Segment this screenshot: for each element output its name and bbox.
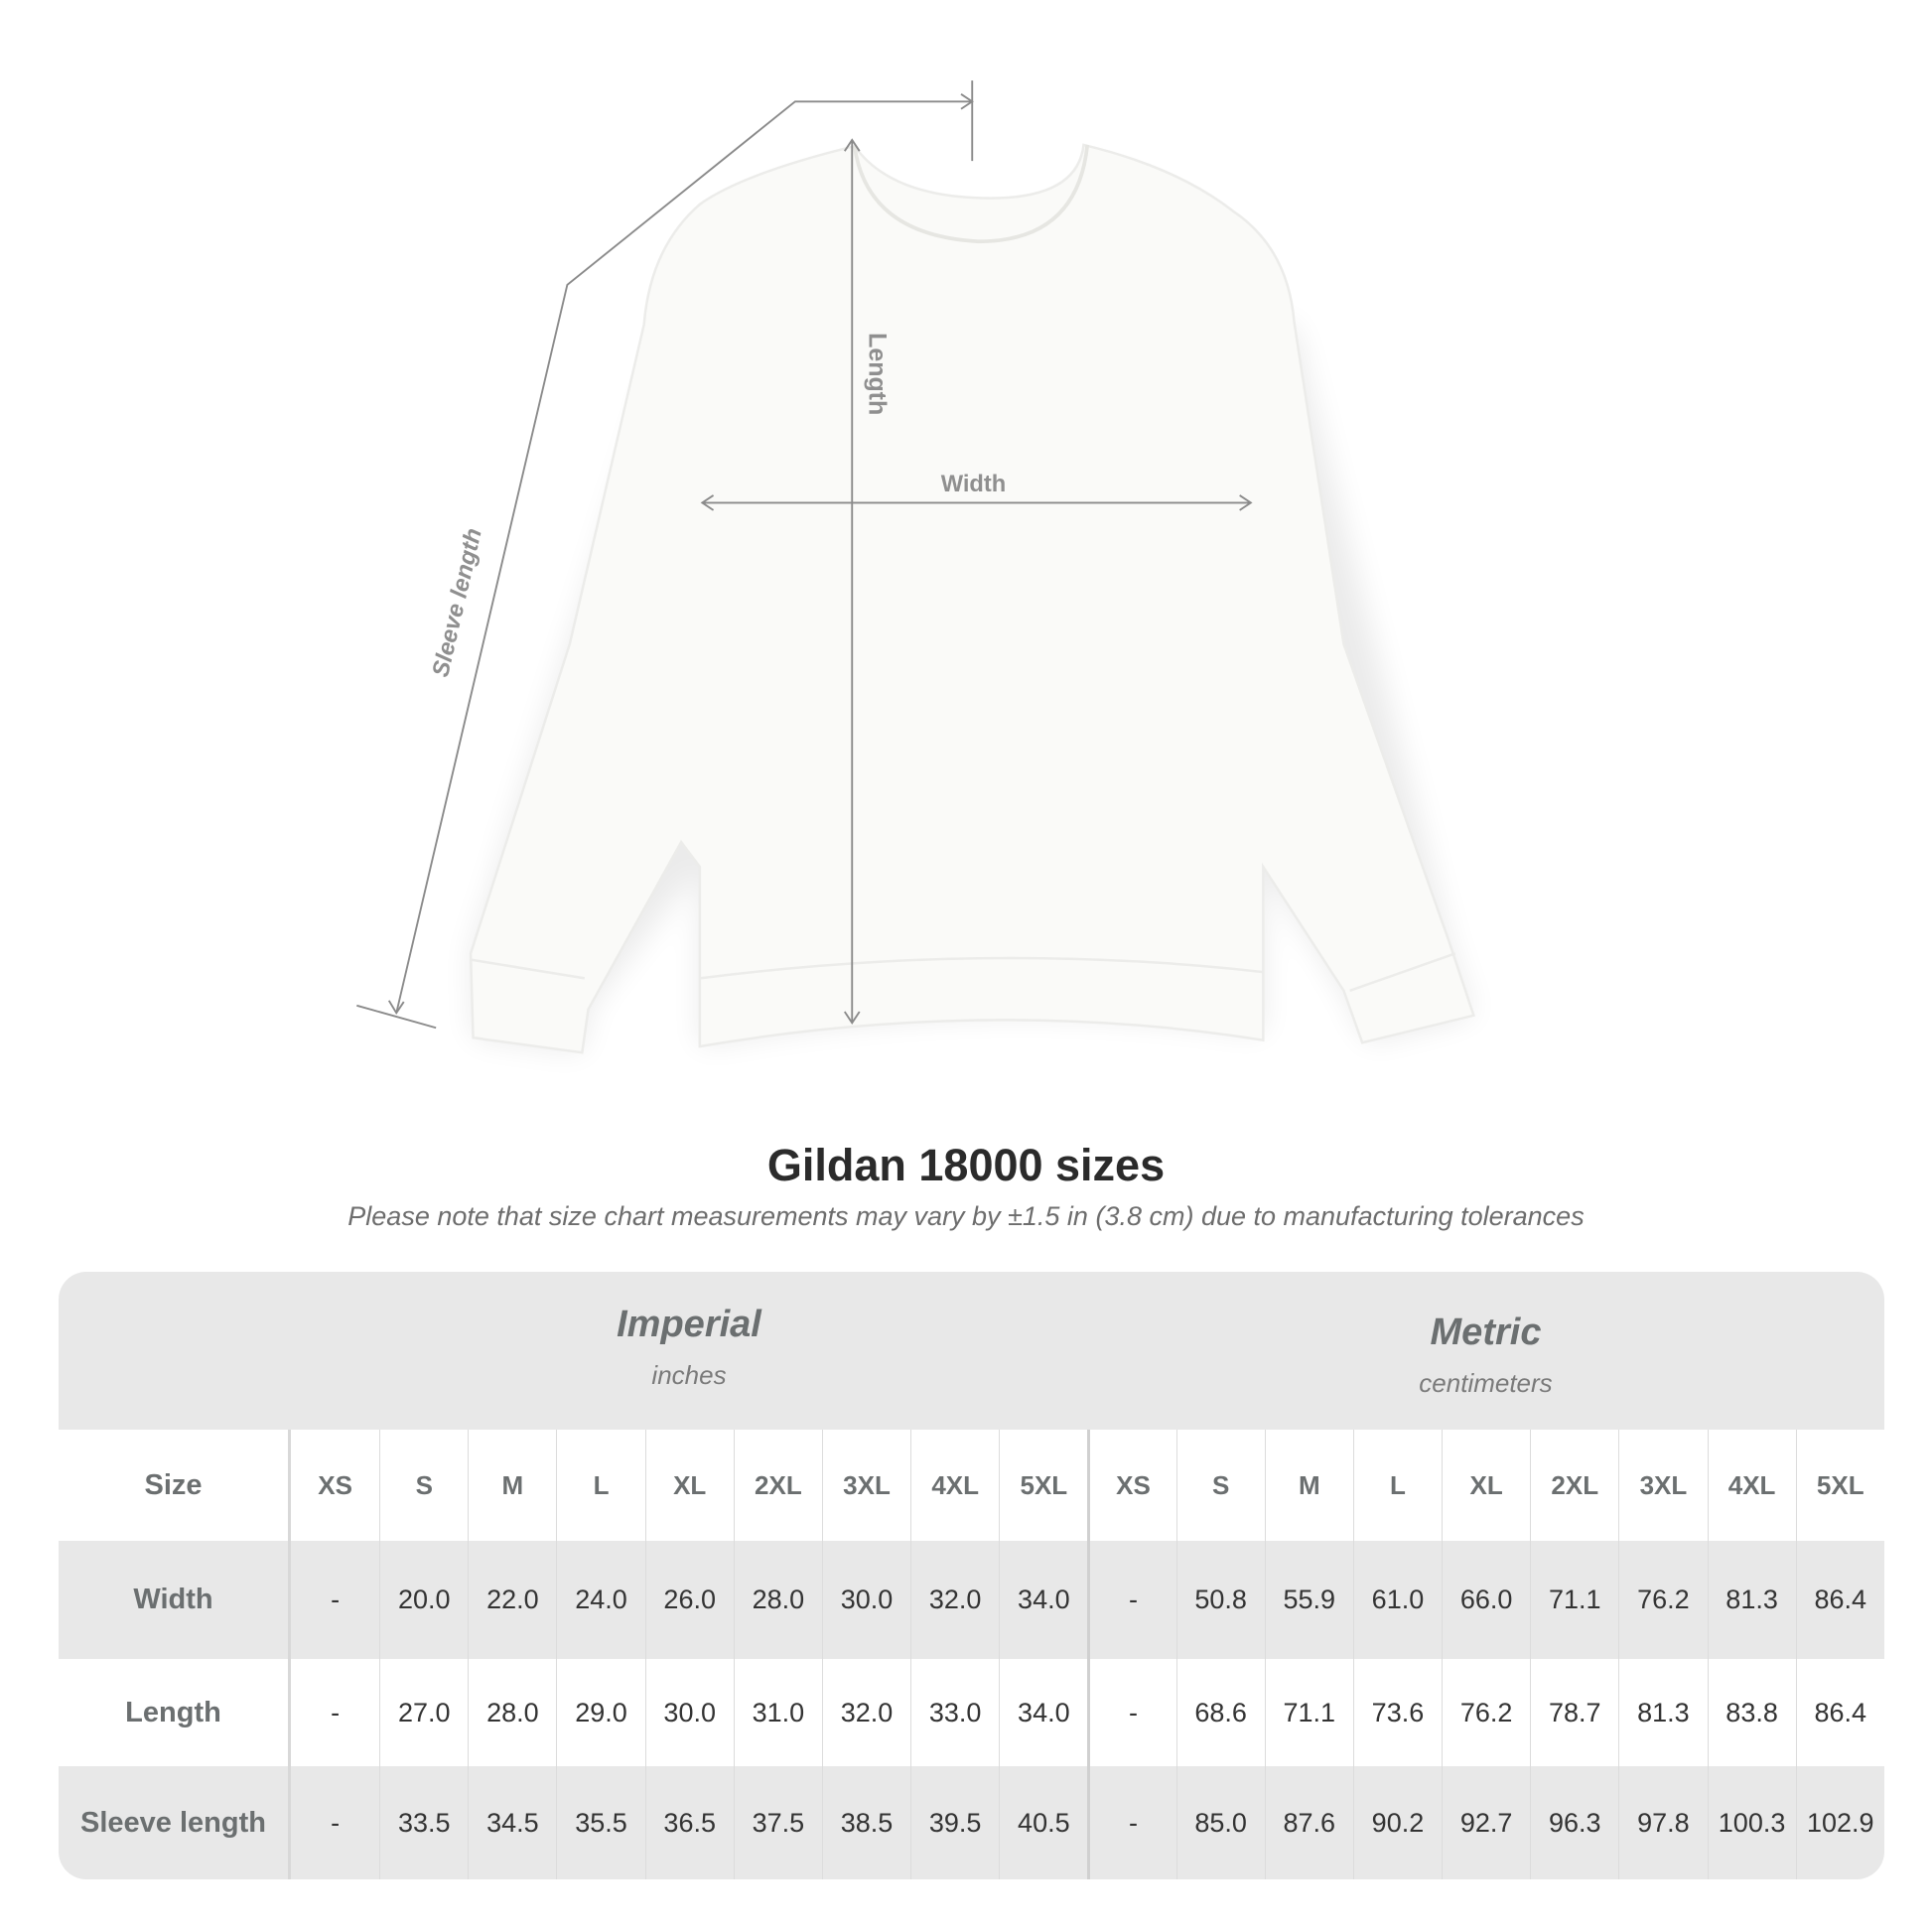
value-cell: 35.5 [556, 1766, 644, 1879]
value-cell: 76.2 [1442, 1659, 1530, 1766]
value-cell: 20.0 [379, 1541, 468, 1659]
size-header-cell: L [1352, 1430, 1442, 1541]
row-label: Width [59, 1541, 291, 1659]
metric-unit: centimeters [1419, 1368, 1553, 1398]
size-header-cell: XL [1442, 1430, 1530, 1541]
value-cell: 33.5 [379, 1766, 468, 1879]
unit-header: Imperial inches Metric centimeters [59, 1272, 1884, 1430]
size-header-cell: XL [644, 1430, 734, 1541]
value-cell: 39.5 [910, 1766, 999, 1879]
value-cell: 66.0 [1442, 1541, 1530, 1659]
value-cell: 26.0 [644, 1541, 734, 1659]
width-label: Width [941, 472, 1007, 497]
value-cell: 37.5 [733, 1766, 822, 1879]
value-cell: 24.0 [556, 1541, 644, 1659]
page-title: Gildan 18000 sizes [766, 1140, 1166, 1190]
size-header-cell: M [468, 1430, 556, 1541]
tolerance-note: Please note that size chart measurements… [347, 1201, 1585, 1231]
size-header-row: Size XS S M L XL 2XL 3XL 4XL 5XL XS S M L XL 2XL 3XL 4XL 5… [59, 1430, 1884, 1541]
row-label: Length [59, 1659, 291, 1766]
metric-title: Metric [1430, 1311, 1542, 1353]
value-cell: 83.8 [1707, 1659, 1796, 1766]
value-cell: - [331, 1807, 341, 1838]
size-header-cell: 5XL [1795, 1430, 1884, 1541]
value-cell: 86.4 [1795, 1541, 1884, 1659]
value-cell: 30.0 [644, 1659, 734, 1766]
value-cell: 81.3 [1707, 1541, 1796, 1659]
value-cell: 36.5 [644, 1766, 734, 1879]
size-header-cell: 4XL [910, 1430, 999, 1541]
metric-header: Metric centimeters [1087, 1311, 1884, 1399]
value-cell: 68.6 [1175, 1659, 1265, 1766]
row-label: Size [59, 1430, 291, 1541]
size-table: Imperial inches Metric centimeters Size X… [59, 1272, 1884, 1879]
value-cell: - [331, 1697, 341, 1727]
value-cell: 34.0 [999, 1541, 1087, 1659]
length-label: Length [864, 333, 892, 415]
sweatshirt-illustration [469, 143, 1475, 1054]
table-row: Width -20.0 22.0 24.0 26.0 28.0 30.0 32.0 34.0-5… [59, 1541, 1884, 1659]
value-cell: 90.2 [1352, 1766, 1442, 1879]
value-cell: 33.0 [910, 1659, 999, 1766]
value-cell: 28.0 [468, 1659, 556, 1766]
value-cell: 40.5 [999, 1766, 1087, 1879]
value-cell: 76.2 [1618, 1541, 1707, 1659]
value-cell: 96.3 [1530, 1766, 1618, 1879]
size-header-cell: S [1175, 1430, 1265, 1541]
value-cell: 92.7 [1442, 1766, 1530, 1879]
size-header-cell: 3XL [821, 1430, 910, 1541]
value-cell: 22.0 [468, 1541, 556, 1659]
value-cell: - [1087, 1766, 1175, 1879]
size-header-cell: XS [318, 1469, 352, 1500]
size-header-cell: S [379, 1430, 468, 1541]
value-cell: 71.1 [1264, 1659, 1353, 1766]
value-cell: 34.0 [999, 1659, 1087, 1766]
value-cell: 29.0 [556, 1659, 644, 1766]
imperial-header: Imperial inches [291, 1304, 1087, 1391]
value-cell: 50.8 [1175, 1541, 1265, 1659]
size-header-cell: XS [1087, 1430, 1175, 1541]
table-row: Length -27.0 28.0 29.0 30.0 31.0 32.0 33.0 34.0-… [59, 1659, 1884, 1766]
value-cell: 97.8 [1618, 1766, 1707, 1879]
size-header-cell: M [1264, 1430, 1353, 1541]
value-cell: 31.0 [733, 1659, 822, 1766]
size-header-cell: 2XL [1530, 1430, 1618, 1541]
value-cell: 86.4 [1795, 1659, 1884, 1766]
value-cell: - [1087, 1541, 1175, 1659]
sweatshirt-diagram: Length Width Sleeve length [356, 80, 1475, 1054]
value-cell: 81.3 [1618, 1659, 1707, 1766]
value-cell: 34.5 [468, 1766, 556, 1879]
value-cell: 71.1 [1530, 1541, 1618, 1659]
value-cell: 73.6 [1352, 1659, 1442, 1766]
measure-lines [356, 80, 1253, 1030]
size-header-cell: 5XL [999, 1430, 1087, 1541]
value-cell: 102.9 [1795, 1766, 1884, 1879]
table-row: Sleeve length - 33.5 34.5 35.5 36.5 37.5 38.5 39… [59, 1766, 1884, 1879]
value-cell: 32.0 [821, 1659, 910, 1766]
value-cell: 61.0 [1352, 1541, 1442, 1659]
value-cell: 78.7 [1530, 1659, 1618, 1766]
size-header-cell: L [556, 1430, 644, 1541]
imperial-title: Imperial [617, 1304, 761, 1345]
value-cell: 100.3 [1707, 1766, 1796, 1879]
size-header-cell: 4XL [1707, 1430, 1796, 1541]
imperial-unit: inches [651, 1360, 727, 1390]
value-cell: 28.0 [733, 1541, 822, 1659]
value-cell: 38.5 [821, 1766, 910, 1879]
value-cell: 27.0 [379, 1659, 468, 1766]
value-cell: 55.9 [1264, 1541, 1353, 1659]
value-cell: 30.0 [821, 1541, 910, 1659]
size-header-cell: 3XL [1618, 1430, 1707, 1541]
size-header-cell: 2XL [733, 1430, 822, 1541]
value-cell: 32.0 [910, 1541, 999, 1659]
sleeve-length-label: Sleeve length [428, 526, 487, 680]
value-cell: - [1087, 1659, 1175, 1766]
value-cell: - [331, 1585, 341, 1614]
row-label: Sleeve length [59, 1766, 291, 1879]
value-cell: 87.6 [1264, 1766, 1353, 1879]
value-cell: 85.0 [1175, 1766, 1265, 1879]
